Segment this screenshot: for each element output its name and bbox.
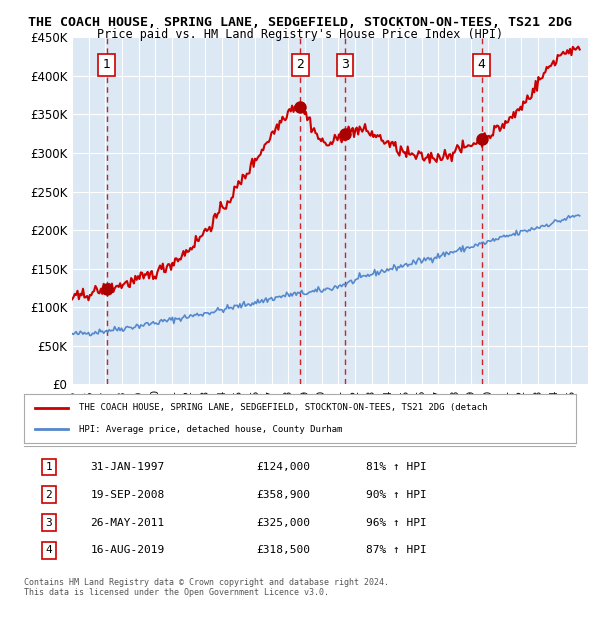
- Text: Contains HM Land Registry data © Crown copyright and database right 2024.
This d: Contains HM Land Registry data © Crown c…: [24, 578, 389, 597]
- Text: 81% ↑ HPI: 81% ↑ HPI: [366, 462, 427, 472]
- Text: 3: 3: [46, 518, 52, 528]
- Text: 31-JAN-1997: 31-JAN-1997: [90, 462, 164, 472]
- Text: 96% ↑ HPI: 96% ↑ HPI: [366, 518, 427, 528]
- Text: 4: 4: [46, 546, 52, 556]
- Text: 90% ↑ HPI: 90% ↑ HPI: [366, 490, 427, 500]
- Text: THE COACH HOUSE, SPRING LANE, SEDGEFIELD, STOCKTON-ON-TEES, TS21 2DG: THE COACH HOUSE, SPRING LANE, SEDGEFIELD…: [28, 16, 572, 29]
- Text: 19-SEP-2008: 19-SEP-2008: [90, 490, 164, 500]
- Text: 87% ↑ HPI: 87% ↑ HPI: [366, 546, 427, 556]
- Text: £318,500: £318,500: [256, 546, 310, 556]
- Text: HPI: Average price, detached house, County Durham: HPI: Average price, detached house, Coun…: [79, 425, 343, 434]
- Text: 3: 3: [341, 58, 349, 71]
- Text: 2: 2: [46, 490, 52, 500]
- Text: 1: 1: [103, 58, 110, 71]
- Text: £358,900: £358,900: [256, 490, 310, 500]
- Text: 2: 2: [296, 58, 304, 71]
- Text: 26-MAY-2011: 26-MAY-2011: [90, 518, 164, 528]
- Text: Price paid vs. HM Land Registry's House Price Index (HPI): Price paid vs. HM Land Registry's House …: [97, 28, 503, 41]
- Text: £325,000: £325,000: [256, 518, 310, 528]
- Text: 4: 4: [478, 58, 486, 71]
- Text: £124,000: £124,000: [256, 462, 310, 472]
- Text: 1: 1: [46, 462, 52, 472]
- Text: 16-AUG-2019: 16-AUG-2019: [90, 546, 164, 556]
- Text: THE COACH HOUSE, SPRING LANE, SEDGEFIELD, STOCKTON-ON-TEES, TS21 2DG (detach: THE COACH HOUSE, SPRING LANE, SEDGEFIELD…: [79, 403, 488, 412]
